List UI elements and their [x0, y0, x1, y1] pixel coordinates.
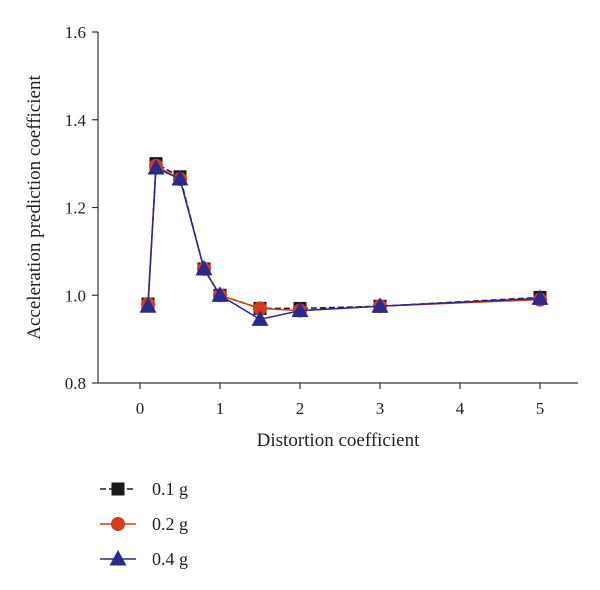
data-point	[195, 259, 213, 276]
data-point	[211, 286, 229, 302]
x-tick-label: 3	[376, 399, 385, 418]
legend-label: 0.1 g	[152, 479, 188, 499]
legend-item: 0.4 g	[100, 549, 188, 569]
y-tick-label: 1.6	[65, 23, 86, 42]
legend-item: 0.2 g	[100, 514, 188, 534]
data-point	[139, 297, 157, 313]
legend-item: 0.1 g	[100, 479, 188, 499]
x-tick-label: 4	[456, 399, 465, 418]
series-0-1g	[141, 157, 547, 315]
x-axis-title: Distortion coefficient	[257, 430, 420, 451]
legend-marker	[111, 482, 125, 496]
axes: 0.8 1.0 1.2 1.4 1.6 0 1 2 3 4 5 Distortion coeffici…	[24, 23, 578, 451]
series-0-4g	[139, 159, 549, 326]
x-tick-label: 5	[536, 399, 545, 418]
data-point	[147, 159, 165, 175]
legend-label: 0.4 g	[152, 549, 188, 569]
data-point	[531, 289, 549, 305]
series-0-2g	[141, 158, 547, 318]
legend-marker	[111, 517, 125, 531]
y-tick-label: 1.0	[65, 286, 86, 305]
series-line	[147, 162, 541, 310]
y-axis-title: Acceleration prediction coefficient	[24, 75, 45, 340]
x-tick-label: 2	[296, 399, 305, 418]
x-tick-label: 1	[216, 399, 225, 418]
data-point	[291, 301, 309, 318]
x-tick-label: 0	[136, 399, 145, 418]
data-point	[251, 310, 269, 326]
legend-marker	[109, 550, 127, 566]
legend: 0.1 g 0.2 g 0.4 g	[100, 479, 188, 569]
series-layer	[139, 157, 549, 326]
y-tick-label: 0.8	[65, 374, 86, 393]
series-line	[147, 166, 541, 321]
legend-label: 0.2 g	[152, 514, 188, 534]
data-point	[253, 301, 267, 316]
y-tick-label: 1.4	[65, 111, 87, 130]
series-line	[147, 164, 541, 312]
data-point	[371, 297, 389, 313]
y-tick-label: 1.2	[65, 199, 86, 218]
data-point	[171, 169, 189, 186]
